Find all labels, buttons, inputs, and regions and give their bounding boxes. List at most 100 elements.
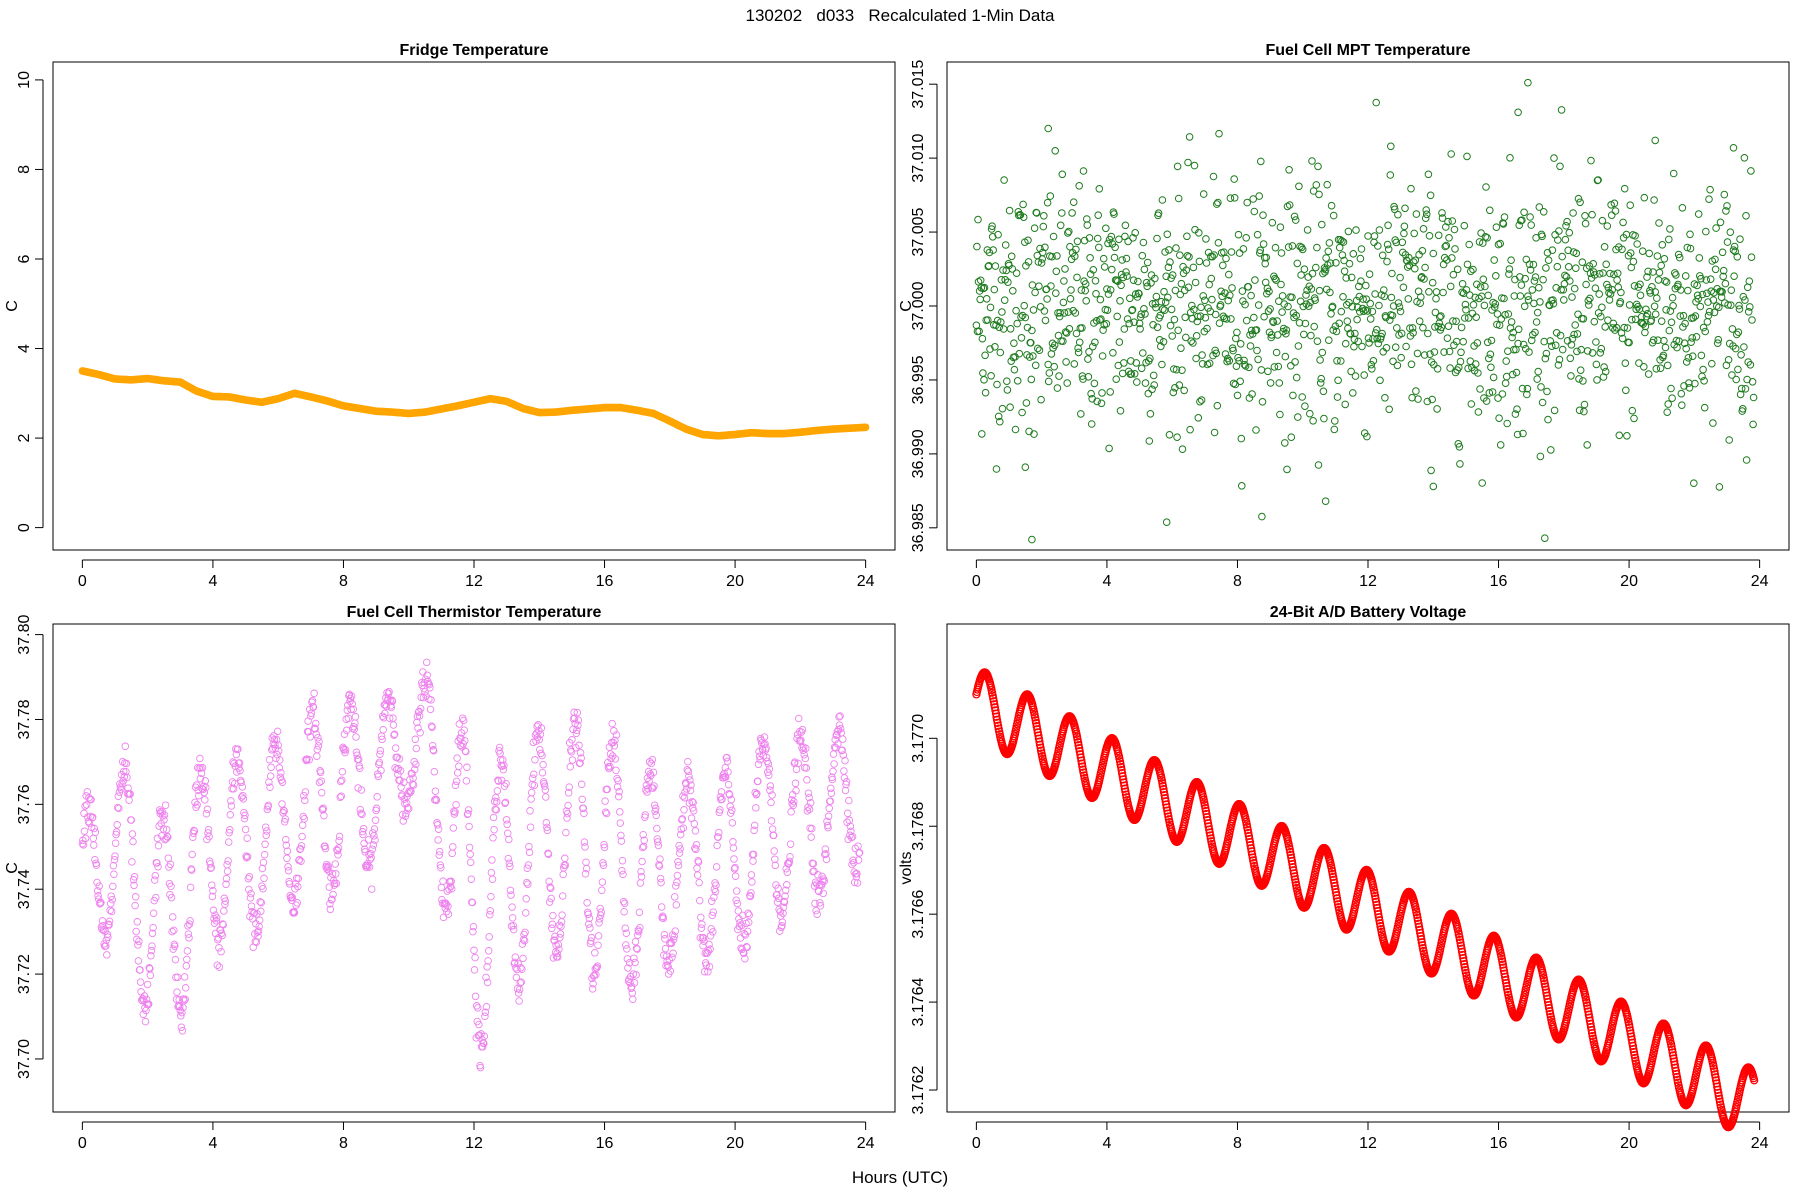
data-point bbox=[540, 782, 549, 790]
data-point bbox=[1032, 719, 1041, 728]
data-point bbox=[1132, 359, 1141, 367]
data-point bbox=[981, 351, 989, 360]
data-point bbox=[1706, 275, 1715, 284]
data-point bbox=[1660, 254, 1669, 263]
data-point bbox=[151, 871, 160, 880]
panel-4-title: 24-Bit A/D Battery Voltage bbox=[1270, 604, 1467, 621]
data-point bbox=[1035, 346, 1044, 355]
data-point bbox=[1260, 312, 1268, 321]
data-point bbox=[1505, 270, 1513, 278]
data-point bbox=[183, 955, 191, 964]
data-point bbox=[1202, 259, 1211, 267]
data-point bbox=[974, 278, 983, 286]
data-point bbox=[584, 910, 592, 919]
data-point bbox=[311, 719, 320, 728]
data-point bbox=[1494, 394, 1502, 402]
panel-2-x-tick-label: 0 bbox=[972, 573, 981, 590]
data-point bbox=[1657, 317, 1666, 326]
data-point bbox=[399, 817, 408, 825]
data-point bbox=[427, 696, 435, 704]
data-point bbox=[1272, 276, 1280, 284]
data-point bbox=[675, 849, 684, 857]
data-point bbox=[635, 908, 644, 917]
data-point bbox=[628, 989, 637, 997]
data-point bbox=[1628, 1041, 1638, 1051]
panel-3-y-label: C bbox=[4, 862, 21, 874]
data-point bbox=[1203, 324, 1211, 333]
data-point bbox=[984, 262, 993, 271]
data-point bbox=[1676, 312, 1684, 320]
data-point bbox=[1421, 214, 1430, 222]
data-point bbox=[1319, 387, 1328, 396]
data-point bbox=[1259, 240, 1268, 248]
data-point bbox=[1370, 891, 1380, 901]
data-point bbox=[811, 878, 820, 886]
data-point bbox=[332, 879, 341, 888]
data-point bbox=[1524, 78, 1532, 87]
data-point bbox=[1315, 286, 1324, 295]
data-point bbox=[543, 823, 551, 832]
panel-2-title: Fuel Cell MPT Temperature bbox=[1265, 42, 1470, 59]
data-point bbox=[1127, 370, 1136, 378]
panel-4-frame bbox=[946, 623, 1790, 1113]
data-point bbox=[1051, 147, 1059, 155]
data-point bbox=[246, 894, 255, 902]
data-point bbox=[190, 827, 199, 835]
data-point bbox=[1325, 336, 1333, 345]
data-point bbox=[1700, 377, 1708, 385]
data-point bbox=[1229, 346, 1237, 355]
data-point bbox=[749, 857, 757, 865]
data-point bbox=[209, 887, 217, 895]
data-point bbox=[1439, 260, 1448, 269]
data-point bbox=[1567, 372, 1575, 380]
data-point bbox=[99, 926, 108, 935]
data-point bbox=[1326, 259, 1335, 268]
data-point bbox=[1035, 737, 1044, 746]
data-point bbox=[831, 735, 839, 744]
data-point bbox=[1419, 225, 1428, 233]
data-point bbox=[1164, 293, 1172, 302]
panel-1-y-tick-label: 0 bbox=[16, 523, 33, 532]
data-point bbox=[717, 788, 726, 796]
data-point bbox=[1432, 294, 1440, 303]
data-point bbox=[259, 858, 268, 867]
data-point bbox=[762, 744, 770, 752]
data-point bbox=[781, 886, 790, 895]
data-point bbox=[1011, 425, 1020, 434]
data-point bbox=[1418, 273, 1426, 281]
data-point bbox=[419, 668, 427, 676]
data-point bbox=[675, 841, 683, 850]
data-point bbox=[1591, 284, 1600, 293]
data-point bbox=[979, 284, 988, 293]
data-point bbox=[333, 846, 341, 854]
data-point bbox=[611, 755, 620, 763]
data-point bbox=[1484, 291, 1492, 300]
data-point bbox=[1492, 223, 1501, 231]
panel-2-x-tick-label: 8 bbox=[1233, 573, 1242, 590]
data-point bbox=[822, 855, 831, 864]
data-point bbox=[808, 824, 816, 833]
data-point bbox=[1502, 982, 1511, 991]
data-point bbox=[1489, 373, 1498, 382]
data-point bbox=[462, 777, 471, 785]
data-point bbox=[1693, 281, 1701, 290]
data-point bbox=[1087, 389, 1095, 398]
data-point bbox=[1616, 298, 1625, 306]
data-point bbox=[1292, 311, 1300, 320]
data-point bbox=[1077, 756, 1086, 765]
data-point bbox=[599, 861, 608, 870]
data-point bbox=[1411, 256, 1420, 265]
data-point bbox=[1362, 281, 1370, 290]
data-point bbox=[349, 705, 357, 714]
data-point bbox=[1620, 184, 1629, 193]
data-point bbox=[1277, 280, 1285, 289]
data-point bbox=[1485, 354, 1493, 363]
data-point bbox=[1606, 290, 1615, 298]
data-point bbox=[1684, 286, 1692, 295]
data-point bbox=[1495, 414, 1503, 423]
data-point bbox=[636, 879, 645, 887]
data-point bbox=[562, 828, 570, 837]
data-point bbox=[1595, 270, 1604, 278]
data-point bbox=[337, 792, 346, 800]
data-point bbox=[980, 376, 988, 384]
